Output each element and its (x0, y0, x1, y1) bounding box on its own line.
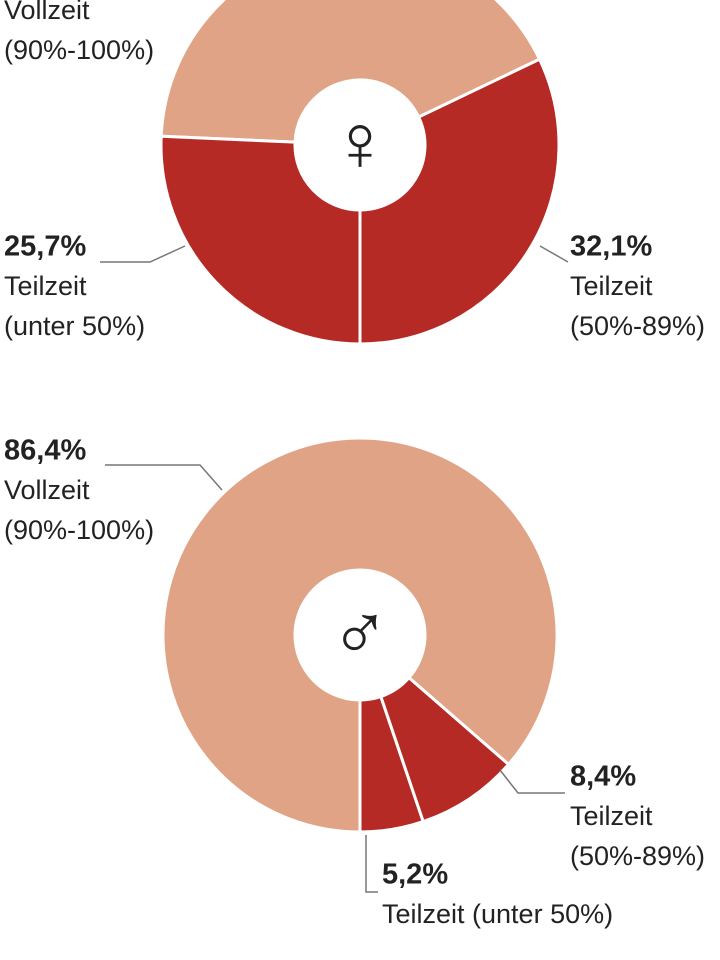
donut-hole (295, 80, 425, 210)
value-label: 32,1% (570, 231, 652, 263)
donut-hole (295, 570, 425, 700)
category-label: Teilzeit (570, 801, 653, 831)
category-label: Teilzeit (4, 271, 87, 301)
leader-line (539, 245, 569, 263)
category-label: (90%-100%) (4, 515, 154, 545)
donut: 32,1% Teilzeit (50%-89%) Vollzeit (90%-100%)… (4, 0, 705, 346)
leader-line (100, 245, 186, 263)
value-label: 86,4% (4, 435, 86, 467)
leader-line (105, 464, 223, 491)
category-label: Vollzeit (4, 475, 90, 505)
category-label: (unter 50%) (4, 311, 145, 341)
category-label: Vollzeit (4, 0, 90, 25)
category-label: Teilzeit (unter 50%) (382, 899, 613, 929)
center-symbol: ♀ (330, 98, 390, 187)
leader-line (365, 835, 378, 893)
category-label: (90%-100%) (4, 35, 154, 65)
value-label: 5,2% (382, 859, 448, 891)
value-label: 8,4% (570, 761, 636, 793)
value-label: 25,7% (4, 231, 86, 263)
center-symbol: ♂ (330, 588, 390, 677)
category-label: Teilzeit (570, 271, 653, 301)
leader-line (499, 769, 565, 794)
category-label: (50%-89%) (570, 311, 705, 341)
donut: 5,2% Teilzeit (unter 50%) 8,4% Teilzeit (50%… (4, 435, 705, 929)
category-label: (50%-89%) (570, 841, 705, 871)
